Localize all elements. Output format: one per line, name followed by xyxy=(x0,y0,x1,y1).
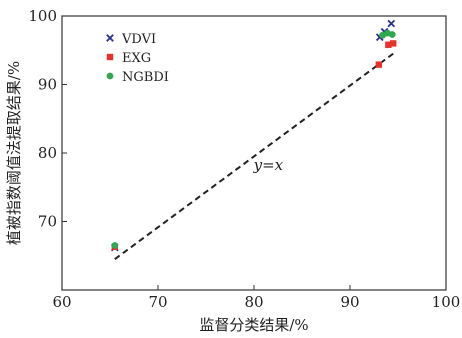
legend-label-ngbdi: NGBDI xyxy=(122,70,169,85)
legend-label-exg: EXG xyxy=(122,51,151,66)
y-tick-label: 70 xyxy=(38,213,57,231)
data-point-vdvi xyxy=(387,19,396,28)
legend-marker-vdvi xyxy=(106,34,114,42)
x-tick-label: 70 xyxy=(148,293,167,311)
y-tick-label: 100 xyxy=(28,7,57,25)
data-point-exg xyxy=(385,41,392,48)
x-tick-label: 80 xyxy=(244,293,263,311)
annotation-y-equals-x: y=x xyxy=(253,156,284,174)
y-axis-title: 植被指数阈值法提取结果/% xyxy=(5,61,23,245)
legend-marker-exg xyxy=(106,53,114,61)
x-tick-label: 60 xyxy=(52,293,71,311)
data-point-ngbdi xyxy=(111,242,119,249)
data-point-ngbdi xyxy=(388,31,396,38)
y-tick-label: 90 xyxy=(38,76,57,94)
legend-label-vdvi: VDVI xyxy=(121,32,156,47)
x-tick-label: 90 xyxy=(340,293,359,311)
x-tick-label: 100 xyxy=(432,293,461,311)
x-axis-title: 监督分类结果/% xyxy=(199,316,308,333)
data-point-exg xyxy=(375,61,382,68)
reference-line-y-equals-x xyxy=(114,52,394,260)
y-tick-label: 80 xyxy=(38,144,57,162)
legend-marker-ngbdi xyxy=(106,72,114,80)
data-point-exg xyxy=(390,40,397,47)
